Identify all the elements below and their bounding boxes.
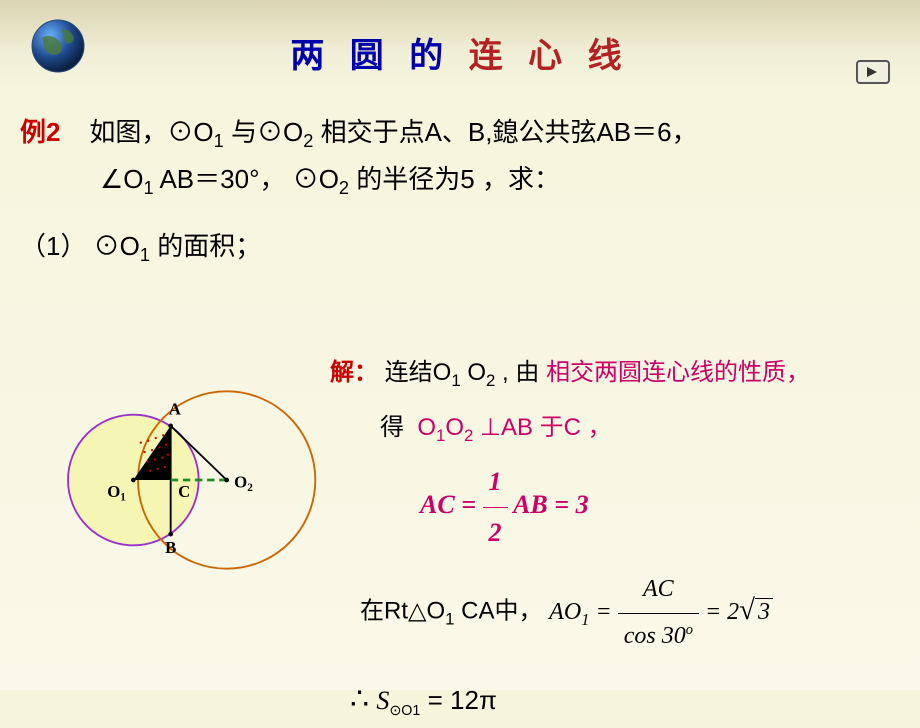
play-icon (865, 65, 881, 79)
s3-val: = 3 (554, 490, 588, 519)
problem-statement: 例2 如图，⊙O1 与⊙O2 相交于点A、B,鎴公共弦AB＝6， ∠O1 AB＝… (20, 110, 900, 204)
sol-1c: , 由 (502, 359, 539, 386)
solution-label: 解： (330, 359, 378, 386)
sol-2b-wrap: O1O2 ⊥AB 于C ， (417, 414, 611, 441)
solution-area: 解： 连结O1 O2 , 由 相交两圆连心线的性质， 得 O1O2 ⊥AB 于C… (330, 350, 900, 728)
s4-lhs-wrap: AO1 = AC cos 30o = 23 (549, 599, 773, 625)
sol-4a: 在Rt△O (360, 598, 445, 625)
s4-den: cos 30 (624, 623, 686, 649)
problem-text-2a: ∠O (100, 164, 144, 194)
page-title: 两 圆 的 连 心 线 (0, 28, 920, 77)
example-label: 例2 (20, 117, 60, 147)
part1-text-b: 的面积； (157, 231, 261, 261)
s5-S: S (376, 686, 389, 715)
solution-line5: ∴ S⊙O1 = 12π (330, 671, 900, 728)
problem-text-2b: AB＝30°， ⊙O (159, 164, 338, 194)
label-O2: O2 (234, 472, 253, 494)
solution-line3: AC = 1 2 AB = 3 (330, 457, 900, 557)
sol-1b: O (467, 359, 486, 386)
frac-half: 1 2 (483, 457, 508, 557)
sol-2c: O (445, 414, 464, 441)
sqrt-3: 3 (739, 583, 773, 638)
s4-rad: 3 (755, 598, 773, 625)
sol-2d: ⊥AB 于C ， (473, 414, 611, 441)
frac-ao: AC cos 30o (618, 567, 699, 659)
s3-num: 1 (483, 457, 508, 507)
s4-two: 2 (727, 599, 739, 625)
geometry-diagram: A B C O1 O2 (40, 380, 320, 580)
problem-text-1b: 与⊙O (231, 117, 303, 147)
formula-ac: AC = 1 2 AB = 3 (420, 490, 589, 519)
problem-line2: ∠O1 AB＝30°， ⊙O2 的半径为5 ，求： (20, 157, 900, 204)
content-area: 例2 如图，⊙O1 与⊙O2 相交于点A、B,鎴公共弦AB＝6， ∠O1 AB＝… (20, 110, 900, 281)
problem-text-1c: 相交于点A、B,鎴公共弦AB＝6， (321, 117, 698, 147)
s4-lhs: AO (549, 599, 581, 625)
s3-lhs: AC (420, 490, 455, 519)
sol-2a: 得 (380, 414, 404, 441)
question-part1: （1） ⊙O1 的面积； (20, 224, 900, 271)
s5-sub: ⊙O1 (389, 704, 420, 720)
solution-line1: 解： 连结O1 O2 , 由 相交两圆连心线的性质， (330, 350, 900, 397)
solution-line4: 在Rt△O1 CA中， AO1 = AC cos 30o = 23 (330, 567, 900, 659)
label-C: C (178, 482, 190, 501)
label-A: A (169, 400, 181, 419)
s4-deg: o (686, 622, 693, 638)
problem-text-2c: 的半径为5 ，求： (356, 164, 560, 194)
solution-line2: 得 O1O2 ⊥AB 于C ， (330, 405, 900, 452)
problem-text-1a: 如图，⊙O (89, 117, 213, 147)
next-button[interactable] (856, 60, 890, 84)
s4-num: AC (618, 567, 699, 614)
part1-text: （1） ⊙O (20, 231, 140, 261)
s3-rhs: AB (513, 490, 548, 519)
s3-eq1: = (461, 490, 476, 519)
sol-2b: O (417, 414, 436, 441)
title-part2: 连 心 线 (469, 37, 630, 75)
sol-1d: 相交两圆连心线的性质， (546, 359, 810, 386)
therefore-symbol: ∴ (350, 683, 369, 716)
s3-den: 2 (483, 508, 508, 557)
sol-4b: CA中， (461, 598, 542, 625)
s4-den-wrap: cos 30o (618, 614, 699, 660)
title-part1: 两 圆 的 (290, 37, 451, 75)
sol-1a: 连结O (385, 359, 452, 386)
label-B: B (165, 538, 176, 557)
